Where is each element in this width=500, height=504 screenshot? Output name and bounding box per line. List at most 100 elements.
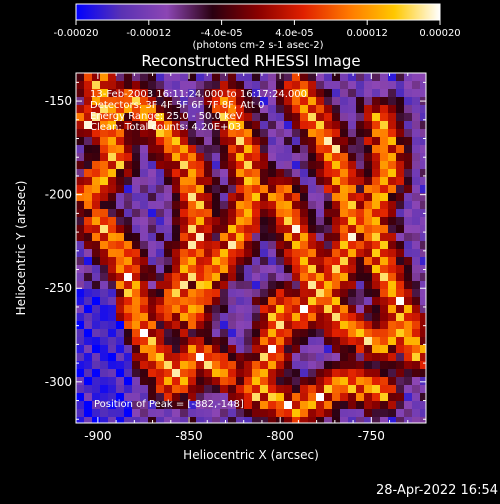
heatmap-cell <box>260 393 268 401</box>
heatmap-cell <box>220 249 228 257</box>
heatmap-cell <box>228 185 236 193</box>
heatmap-cell <box>148 129 156 137</box>
heatmap-cell <box>348 281 356 289</box>
heatmap-cell <box>412 345 420 353</box>
heatmap-cell <box>188 217 196 225</box>
heatmap-cell <box>188 193 196 201</box>
heatmap-cell <box>196 217 204 225</box>
heatmap-cell <box>204 177 212 185</box>
heatmap-cell <box>292 145 300 153</box>
heatmap-cell <box>140 161 148 169</box>
heatmap-cell <box>228 241 236 249</box>
y-tick-label: -150 <box>45 94 72 108</box>
heatmap-cell <box>292 81 300 89</box>
heatmap-cell <box>260 401 268 409</box>
heatmap-cell <box>188 137 196 145</box>
heatmap-cell <box>300 129 308 137</box>
heatmap-cell <box>228 225 236 233</box>
heatmap-cell <box>108 97 116 105</box>
heatmap-cell <box>332 105 340 113</box>
heatmap-cell <box>340 121 348 129</box>
heatmap-cell <box>148 81 156 89</box>
heatmap-cell <box>76 177 84 185</box>
heatmap-cell <box>292 161 300 169</box>
heatmap-cell <box>236 105 244 113</box>
heatmap-cell <box>108 417 116 423</box>
heatmap-cell <box>188 121 196 129</box>
heatmap-cell <box>340 273 348 281</box>
heatmap-cell <box>364 89 372 97</box>
heatmap-cell <box>340 321 348 329</box>
heatmap-cell <box>356 177 364 185</box>
heatmap-cell <box>204 337 212 345</box>
heatmap-cell <box>148 209 156 217</box>
heatmap-cell <box>284 297 292 305</box>
heatmap-cell <box>108 393 116 401</box>
heatmap-cell <box>252 329 260 337</box>
heatmap-cell <box>308 169 316 177</box>
heatmap-cell <box>244 201 252 209</box>
heatmap-cell <box>244 249 252 257</box>
heatmap-cell <box>316 121 324 129</box>
heatmap-cell <box>268 241 276 249</box>
heatmap-cell <box>292 385 300 393</box>
heatmap-cell <box>132 81 140 89</box>
heatmap-cell <box>236 113 244 121</box>
heatmap-cell <box>372 361 380 369</box>
heatmap-cell <box>124 161 132 169</box>
heatmap-cell <box>164 417 172 423</box>
heatmap-cell <box>404 345 412 353</box>
heatmap-cell <box>348 409 356 417</box>
heatmap-cell <box>372 137 380 145</box>
heatmap-cell <box>124 113 132 121</box>
heatmap-cell <box>332 401 340 409</box>
heatmap-cell <box>292 281 300 289</box>
heatmap-cell <box>332 129 340 137</box>
heatmap-cell <box>220 177 228 185</box>
heatmap-cell <box>236 201 244 209</box>
heatmap-cell <box>164 89 172 97</box>
heatmap-cell <box>412 377 420 385</box>
heatmap-cell <box>220 409 228 417</box>
heatmap-cell <box>388 241 396 249</box>
heatmap-cell <box>236 369 244 377</box>
heatmap-cell <box>260 129 268 137</box>
heatmap-cell <box>84 401 92 409</box>
heatmap-cell <box>388 385 396 393</box>
heatmap-cell <box>396 209 404 217</box>
heatmap-cell <box>380 193 388 201</box>
heatmap-cell <box>268 233 276 241</box>
heatmap-cell <box>148 89 156 97</box>
heatmap-cell <box>156 393 164 401</box>
heatmap-cell <box>308 257 316 265</box>
heatmap-cell <box>148 377 156 385</box>
heatmap-cell <box>100 273 108 281</box>
heatmap-cell <box>124 145 132 153</box>
heatmap-cell <box>196 201 204 209</box>
heatmap-cell <box>252 89 260 97</box>
heatmap-cell <box>180 377 188 385</box>
heatmap-cell <box>244 225 252 233</box>
heatmap-cell <box>92 73 100 81</box>
heatmap-cell <box>148 161 156 169</box>
heatmap-cell <box>412 305 420 313</box>
heatmap-cell <box>140 97 148 105</box>
heatmap-cell <box>388 225 396 233</box>
heatmap-cell <box>236 89 244 97</box>
heatmap-cell <box>300 169 308 177</box>
heatmap-cell <box>156 225 164 233</box>
heatmap-cell <box>404 105 412 113</box>
heatmap-cell <box>324 201 332 209</box>
heatmap-cell <box>156 97 164 105</box>
heatmap-cell <box>132 305 140 313</box>
heatmap-cell <box>356 289 364 297</box>
heatmap-cell <box>356 241 364 249</box>
heatmap-cell <box>108 321 116 329</box>
heatmap-cell <box>292 337 300 345</box>
heatmap-cell <box>188 289 196 297</box>
heatmap-cell <box>228 313 236 321</box>
heatmap-cell <box>196 153 204 161</box>
heatmap-cell <box>188 257 196 265</box>
heatmap-cell <box>124 217 132 225</box>
heatmap-cell <box>404 313 412 321</box>
